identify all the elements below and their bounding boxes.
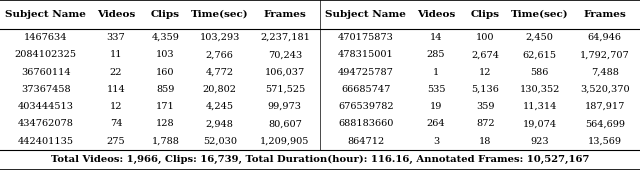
Text: Clips: Clips bbox=[471, 10, 500, 19]
Text: 13,569: 13,569 bbox=[588, 137, 622, 146]
Text: Videos: Videos bbox=[97, 10, 135, 19]
Text: 74: 74 bbox=[110, 119, 122, 128]
Text: 2,237,181: 2,237,181 bbox=[260, 33, 310, 42]
Text: Time(sec): Time(sec) bbox=[191, 10, 248, 19]
Text: 52,030: 52,030 bbox=[203, 137, 237, 146]
Text: 688183660: 688183660 bbox=[338, 119, 394, 128]
Text: 1467634: 1467634 bbox=[24, 33, 67, 42]
Text: 4,359: 4,359 bbox=[151, 33, 179, 42]
Text: 442401135: 442401135 bbox=[18, 137, 74, 146]
Text: 187,917: 187,917 bbox=[585, 102, 625, 111]
Text: 22: 22 bbox=[110, 68, 122, 77]
Text: 106,037: 106,037 bbox=[265, 68, 305, 77]
Text: 535: 535 bbox=[427, 85, 445, 94]
Text: 103,293: 103,293 bbox=[200, 33, 240, 42]
Text: 70,243: 70,243 bbox=[268, 50, 302, 59]
Text: 1,792,707: 1,792,707 bbox=[580, 50, 630, 59]
Text: 494725787: 494725787 bbox=[338, 68, 394, 77]
Text: 19: 19 bbox=[430, 102, 442, 111]
Text: 337: 337 bbox=[107, 33, 125, 42]
Text: 37367458: 37367458 bbox=[21, 85, 70, 94]
Text: 923: 923 bbox=[531, 137, 549, 146]
Text: 11: 11 bbox=[110, 50, 122, 59]
Text: 470175873: 470175873 bbox=[338, 33, 394, 42]
Text: 1,209,905: 1,209,905 bbox=[260, 137, 310, 146]
Text: 160: 160 bbox=[156, 68, 175, 77]
Text: 676539782: 676539782 bbox=[338, 102, 394, 111]
Text: 5,136: 5,136 bbox=[471, 85, 499, 94]
Text: 2084102325: 2084102325 bbox=[15, 50, 77, 59]
Text: 4,772: 4,772 bbox=[205, 68, 234, 77]
Text: 434762078: 434762078 bbox=[18, 119, 74, 128]
Text: 3,520,370: 3,520,370 bbox=[580, 85, 630, 94]
Text: 3: 3 bbox=[433, 137, 439, 146]
Text: 66685747: 66685747 bbox=[341, 85, 390, 94]
Text: Frames: Frames bbox=[584, 10, 626, 19]
Text: Clips: Clips bbox=[151, 10, 180, 19]
Text: 80,607: 80,607 bbox=[268, 119, 302, 128]
Text: 103: 103 bbox=[156, 50, 175, 59]
Text: 128: 128 bbox=[156, 119, 175, 128]
Text: Subject Name: Subject Name bbox=[5, 10, 86, 19]
Text: Frames: Frames bbox=[264, 10, 306, 19]
Text: 275: 275 bbox=[107, 137, 125, 146]
Text: Subject Name: Subject Name bbox=[325, 10, 406, 19]
Text: 114: 114 bbox=[107, 85, 125, 94]
Text: 285: 285 bbox=[427, 50, 445, 59]
Text: 859: 859 bbox=[156, 85, 175, 94]
Text: 36760114: 36760114 bbox=[21, 68, 70, 77]
Text: 12: 12 bbox=[110, 102, 122, 111]
Text: 14: 14 bbox=[430, 33, 442, 42]
Text: 478315001: 478315001 bbox=[338, 50, 394, 59]
Text: 872: 872 bbox=[476, 119, 495, 128]
Text: 130,352: 130,352 bbox=[520, 85, 560, 94]
Text: 100: 100 bbox=[476, 33, 495, 42]
Text: Total Videos: 1,966, Clips: 16,739, Total Duration(hour): 116.16, Annotated Fram: Total Videos: 1,966, Clips: 16,739, Tota… bbox=[51, 155, 589, 164]
Text: 11,314: 11,314 bbox=[523, 102, 557, 111]
Text: 7,488: 7,488 bbox=[591, 68, 619, 77]
Text: 1,788: 1,788 bbox=[151, 137, 179, 146]
Text: 64,946: 64,946 bbox=[588, 33, 622, 42]
Text: 171: 171 bbox=[156, 102, 175, 111]
Text: 564,699: 564,699 bbox=[585, 119, 625, 128]
Text: 586: 586 bbox=[531, 68, 549, 77]
Text: 12: 12 bbox=[479, 68, 492, 77]
Text: 18: 18 bbox=[479, 137, 492, 146]
Text: 864712: 864712 bbox=[347, 137, 385, 146]
Text: Videos: Videos bbox=[417, 10, 455, 19]
Text: Time(sec): Time(sec) bbox=[511, 10, 568, 19]
Text: 2,948: 2,948 bbox=[206, 119, 234, 128]
Text: 2,766: 2,766 bbox=[206, 50, 234, 59]
Text: 403444513: 403444513 bbox=[18, 102, 74, 111]
Text: 359: 359 bbox=[476, 102, 495, 111]
Text: 2,674: 2,674 bbox=[471, 50, 499, 59]
Text: 571,525: 571,525 bbox=[265, 85, 305, 94]
Text: 2,450: 2,450 bbox=[526, 33, 554, 42]
Text: 264: 264 bbox=[427, 119, 445, 128]
Text: 1: 1 bbox=[433, 68, 439, 77]
Text: 20,802: 20,802 bbox=[203, 85, 237, 94]
Text: 4,245: 4,245 bbox=[206, 102, 234, 111]
Text: 99,973: 99,973 bbox=[268, 102, 302, 111]
Text: 62,615: 62,615 bbox=[523, 50, 557, 59]
Text: 19,074: 19,074 bbox=[523, 119, 557, 128]
